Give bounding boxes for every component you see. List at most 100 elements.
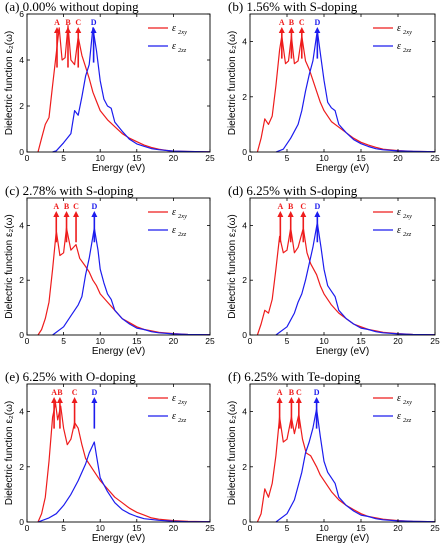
legend-label: ε (172, 207, 176, 218)
panel-title: (d) 6.25% with S-doping (228, 183, 358, 198)
x-axis-label: Energy (eV) (316, 346, 369, 357)
peak-label-D: D (91, 388, 97, 397)
panel-title: (a) 0.00% without doping (5, 0, 139, 14)
series-line-2zz (37, 441, 210, 523)
x-axis-label: Energy (eV) (92, 346, 145, 357)
x-axis-label: Energy (eV) (316, 163, 369, 174)
peak-label-A: A (277, 202, 283, 211)
y-tick-label: 2 (19, 101, 24, 111)
x-tick-label: 25 (205, 336, 215, 346)
x-axis-label: Energy (eV) (92, 533, 145, 544)
peak-arrowhead-C (298, 27, 305, 33)
series-line-2zz (275, 222, 436, 336)
peak-label-C: C (75, 18, 81, 27)
legend-subscript: 2xy (403, 399, 412, 406)
x-tick-label: 10 (319, 153, 329, 163)
axes-frame (249, 197, 436, 336)
x-tick-label: 25 (430, 153, 440, 163)
legend-subscript: 2zz (178, 231, 187, 238)
peak-label-B: B (57, 388, 63, 397)
peak-arrowhead-A (278, 27, 285, 33)
x-axis-label: Energy (eV) (92, 163, 145, 174)
y-tick-label: 0 (242, 147, 247, 157)
y-tick-label: 0 (242, 330, 247, 340)
peak-arrowhead-A (54, 27, 61, 33)
legend-subscript: 2xy (178, 399, 187, 406)
peak-label-B: B (289, 18, 295, 27)
y-axis-label: Dielectric function ε₂(ω) (227, 401, 238, 506)
y-tick-label: 6 (19, 9, 24, 19)
x-tick-label: 5 (285, 523, 290, 533)
series-line-2xy (37, 227, 211, 336)
x-tick-label: 20 (393, 523, 403, 533)
x-tick-label: 20 (169, 336, 179, 346)
peak-arrowhead-A (51, 397, 58, 403)
x-tick-label: 10 (319, 336, 329, 346)
x-tick-label: 0 (25, 523, 30, 533)
peak-label-A: A (53, 202, 59, 211)
y-axis-label: Dielectric function ε₂(ω) (4, 214, 15, 319)
x-tick-label: 25 (430, 336, 440, 346)
x-tick-label: 5 (285, 336, 290, 346)
peak-arrowhead-C (300, 211, 307, 217)
chart-panel-5: (f) 6.25% with Te-doping 0 5 10 15 20 25 0 2 4 Ene… (227, 369, 440, 544)
legend-label: ε (397, 41, 401, 52)
legend-subscript: 2zz (178, 417, 187, 424)
peak-arrowhead-B (63, 211, 70, 217)
y-tick-label: 2 (242, 462, 247, 472)
x-tick-label: 10 (319, 523, 329, 533)
peak-arrowhead-A (277, 211, 284, 217)
legend-label: ε (172, 23, 176, 34)
series-line-2zz (275, 408, 436, 523)
x-tick-label: 15 (356, 153, 366, 163)
x-tick-label: 0 (25, 336, 30, 346)
legend-label: ε (397, 207, 401, 218)
peak-label-C: C (300, 202, 306, 211)
peak-arrowhead-C (295, 397, 302, 403)
legend-subscript: 2zz (178, 47, 187, 54)
legend-label: ε (397, 393, 401, 404)
x-tick-label: 25 (205, 153, 215, 163)
series-line-2xy (256, 35, 436, 153)
y-tick-label: 4 (19, 407, 24, 417)
peak-label-C: C (73, 202, 79, 211)
y-tick-label: 0 (242, 517, 247, 527)
peak-label-D: D (91, 202, 97, 211)
peak-label-B: B (288, 202, 294, 211)
x-tick-label: 20 (169, 153, 179, 163)
chart-panel-1: (b) 1.56% with S-doping 0 5 10 15 20 25 0 2 4 Ener… (227, 0, 440, 174)
peak-label-A: A (279, 18, 285, 27)
peak-label-B: B (289, 388, 295, 397)
legend-subscript: 2zz (403, 417, 412, 424)
legend-label: ε (172, 225, 176, 236)
y-axis-label: Dielectric function ε₂(ω) (4, 31, 15, 136)
y-tick-label: 4 (242, 220, 247, 230)
x-tick-label: 10 (95, 336, 105, 346)
peak-arrowhead-B (288, 397, 295, 403)
y-tick-label: 2 (242, 92, 247, 102)
chart-panel-0: (a) 0.00% without doping 0 5 10 15 20 25 0 2 4 6 En… (4, 0, 215, 174)
legend-label: ε (172, 393, 176, 404)
peak-label-A: A (277, 388, 283, 397)
peak-arrowhead-B (287, 211, 294, 217)
peak-arrowhead-C (71, 397, 78, 403)
peak-arrowhead-D (314, 27, 321, 33)
y-axis-label: Dielectric function ε₂(ω) (227, 214, 238, 319)
x-tick-label: 5 (61, 153, 66, 163)
peak-label-B: B (64, 202, 70, 211)
peak-label-D: D (314, 202, 320, 211)
peak-arrowhead-D (314, 211, 321, 217)
x-axis-label: Energy (eV) (316, 533, 369, 544)
x-tick-label: 10 (95, 523, 105, 533)
legend-label: ε (172, 41, 176, 52)
legend-subscript: 2zz (403, 47, 412, 54)
legend-subscript: 2xy (403, 213, 412, 220)
legend-subscript: 2xy (403, 29, 412, 36)
axes-frame (249, 13, 436, 153)
legend-label: ε (397, 23, 401, 34)
peak-arrowhead-C (75, 27, 82, 33)
legend-subscript: 2zz (403, 231, 412, 238)
peak-label-D: D (314, 388, 320, 397)
x-tick-label: 20 (393, 153, 403, 163)
